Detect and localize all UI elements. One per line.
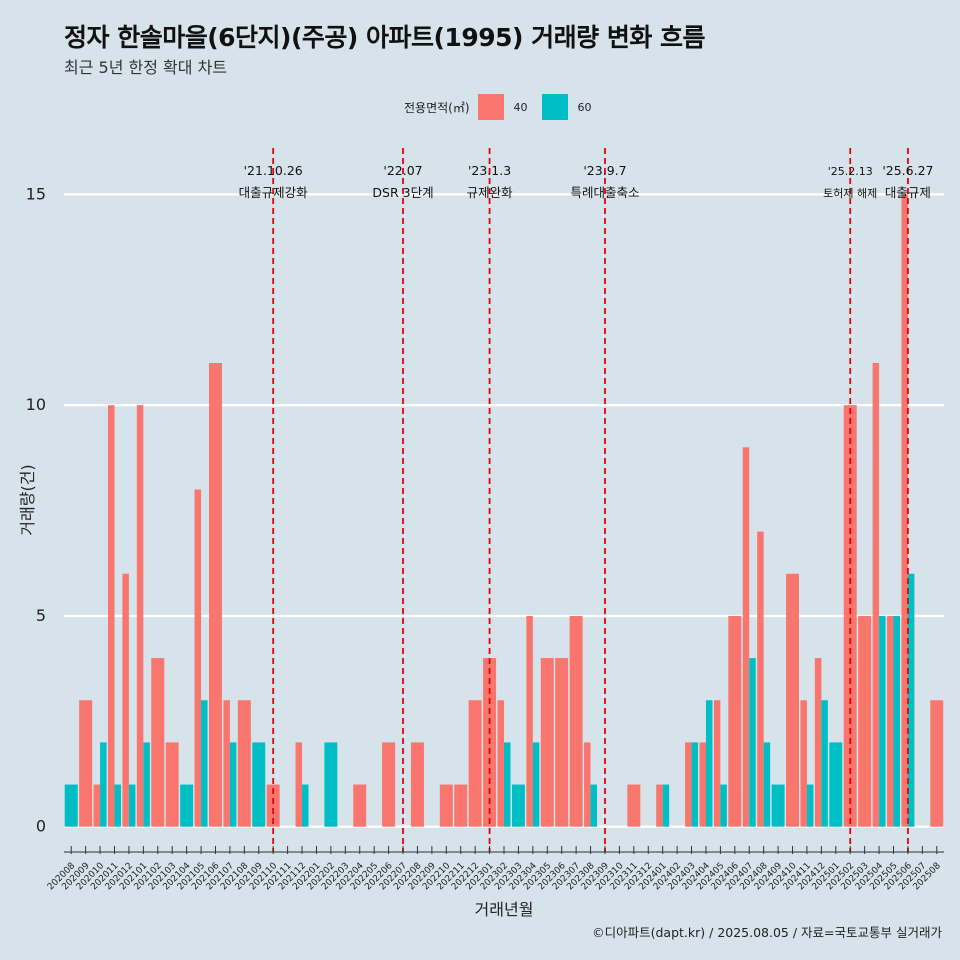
event-label: 토허제 해제 [823,186,877,200]
bar-40 [151,658,165,827]
event-date: '25.6.27 [882,163,933,178]
bar-40 [93,784,101,827]
bar-60 [829,742,843,827]
bar-60 [590,784,598,827]
y-tick-label: 0 [36,817,46,836]
bar-40 [266,784,280,827]
bar-60 [114,784,121,827]
event-label: DSR 3단계 [372,185,433,200]
bar-40 [728,615,742,827]
bar-60 [821,700,828,827]
legend-swatch-40 [477,94,504,120]
bar-60 [324,742,338,827]
y-tick-label: 5 [36,606,46,625]
bar-40 [295,742,303,827]
source-caption: ©디아파트(dapt.kr) / 2025.08.05 / 자료=국토교통부 실… [592,925,942,940]
legend-label-40: 40 [513,100,528,114]
bar-60 [771,784,785,827]
bar-60 [705,700,713,827]
bar-60 [907,573,915,827]
bar-40 [930,700,944,827]
bar-40 [858,615,872,827]
bar-40 [656,784,663,827]
event-date: '23.9.7 [583,163,626,178]
event-label: 대출규제강화 [239,185,309,200]
bar-40 [108,405,115,827]
bar-40 [410,742,424,827]
bar-40 [223,700,230,827]
bar-60 [893,615,900,827]
bar-40 [786,573,800,827]
y-tick-label: 15 [26,184,46,203]
legend-label-60: 60 [577,100,592,114]
bar-60 [511,784,525,827]
bar-40 [208,362,222,827]
bar-40 [627,784,641,827]
bar-40 [79,700,93,827]
event-date: '23.1.3 [468,163,511,178]
bar-40 [814,658,822,827]
bar-60 [143,742,150,827]
bar-60 [180,784,194,827]
y-axis-title: 거래량(건) [18,464,37,535]
bar-40 [526,615,533,827]
bar-40 [713,700,721,827]
event-label: 대출규제 [885,185,931,200]
bar-40 [540,658,554,827]
bar-60 [252,742,266,827]
bar-60 [763,742,771,827]
event-date: '22.07 [383,163,422,178]
bar-40 [757,531,764,827]
bar-60 [504,742,511,827]
bar-40 [872,362,880,827]
event-label: 규제완화 [467,185,514,200]
bar-60 [691,742,699,827]
bar-40 [165,742,179,827]
bar-40 [439,784,453,827]
bar-40 [136,405,144,827]
bar-60 [720,784,727,827]
event-date: '25.2.13 [828,165,873,178]
bar-40 [742,447,750,827]
chart-title: 정자 한솔마을(6단지)(주공) 아파트(1995) 거래량 변화 흐름 [64,23,706,52]
legend: 전용면적(㎡) 40 60 [404,92,606,122]
bar-60 [532,742,540,827]
bar-40 [555,658,569,827]
bar-40 [468,700,482,827]
bar-60 [662,784,670,827]
bar-60 [201,700,208,827]
bar-40 [454,784,468,827]
bar-40 [887,615,894,827]
legend-swatch-60 [541,94,568,120]
y-tick-label: 10 [26,395,46,414]
bar-60 [100,742,107,827]
chart-subtitle: 최근 5년 한정 확대 차트 [64,58,228,77]
bar-40 [237,700,251,827]
bar-40 [800,700,807,827]
bar-40 [685,742,692,827]
bar-40 [353,784,367,827]
bar-60 [749,658,756,827]
bar-60 [229,742,237,827]
bar-40 [382,742,396,827]
bar-60 [806,784,814,827]
bar-40 [194,489,202,827]
bar-60 [302,784,309,827]
bar-40 [843,405,857,827]
bar-40 [569,615,583,827]
event-date: '21.10.26 [244,163,303,178]
bar-60 [64,784,78,827]
bar-60 [128,784,136,827]
x-axis-title: 거래년월 [475,900,534,919]
bar-60 [879,615,886,827]
bar-40 [901,194,908,827]
bar-40 [122,573,129,827]
legend-title: 전용면적(㎡) [404,100,470,115]
event-label: 특례대출축소 [570,185,639,200]
bar-40 [584,742,591,827]
bar-40 [699,742,706,827]
bar-40 [497,700,504,827]
